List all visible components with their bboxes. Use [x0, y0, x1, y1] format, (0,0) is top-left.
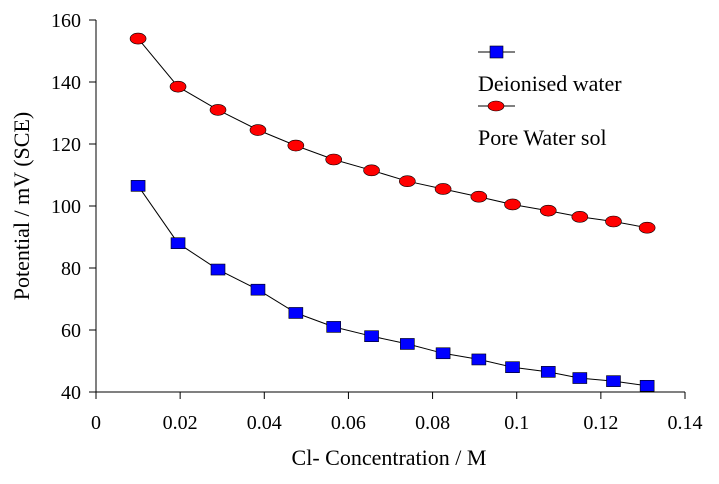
- axis-ticks: 0 0.02 0.04 0.06 0.08 0.1 0.12 0.14 40 60 80 100 120…: [51, 10, 703, 434]
- data-point-deionised-water: [364, 330, 379, 343]
- series-deionised-water: [130, 180, 655, 392]
- x-tick-label: 0.1: [504, 412, 529, 434]
- data-point-deionised-water: [505, 361, 520, 374]
- x-tick-label: 0.06: [331, 412, 366, 434]
- data-point-deionised-water: [170, 237, 186, 249]
- data-point-pore-water-sol: [325, 153, 343, 166]
- data-point-pore-water-sol: [399, 175, 416, 187]
- data-point-deionised-water: [250, 283, 266, 296]
- data-point-deionised-water: [572, 372, 588, 384]
- x-tick-label: 0.04: [247, 412, 282, 434]
- data-point-deionised-water: [326, 321, 342, 333]
- data-point-deionised-water: [400, 338, 415, 350]
- data-point-deionised-water: [288, 307, 304, 319]
- y-tick-label: 80: [61, 258, 81, 280]
- data-point-pore-water-sol: [504, 198, 521, 211]
- data-point-deionised-water: [540, 366, 556, 378]
- y-axis-title: Potential / mV (SCE): [9, 112, 34, 300]
- data-point-pore-water-sol: [363, 164, 380, 177]
- data-point-deionised-water: [606, 375, 621, 387]
- legend-marker-pore-water: [487, 100, 505, 112]
- data-point-pore-water-sol: [287, 139, 305, 152]
- data-series: [129, 32, 656, 392]
- data-point-deionised-water: [639, 379, 655, 392]
- data-point-pore-water-sol: [571, 211, 589, 223]
- x-tick-label: 0.12: [583, 412, 618, 434]
- x-tick-label: 0.02: [163, 412, 198, 434]
- x-axis-title: Cl- Concentration / M: [292, 445, 487, 470]
- legend: Deionised water Pore Water sol: [478, 45, 622, 150]
- legend-label-pore-water: Pore Water sol: [478, 125, 607, 150]
- data-point-pore-water-sol: [129, 32, 147, 45]
- data-point-pore-water-sol: [434, 183, 452, 195]
- data-point-pore-water-sol: [470, 190, 488, 203]
- data-point-pore-water-sol: [638, 221, 656, 234]
- data-point-pore-water-sol: [605, 215, 622, 228]
- y-tick-label: 100: [51, 196, 81, 218]
- x-tick-label: 0.08: [415, 412, 450, 434]
- legend-label-deionised-water: Deionised water: [478, 71, 622, 96]
- data-point-pore-water-sol: [209, 104, 227, 116]
- series-pore-water-sol: [129, 32, 656, 234]
- y-tick-label: 60: [61, 320, 81, 342]
- y-tick-label: 40: [61, 382, 81, 404]
- y-tick-label: 120: [51, 134, 81, 156]
- data-point-pore-water-sol: [169, 80, 187, 93]
- data-point-deionised-water: [471, 353, 487, 366]
- x-tick-label: 0.14: [668, 412, 703, 434]
- x-tick-label: 0: [91, 412, 101, 434]
- data-point-deionised-water: [130, 180, 146, 192]
- data-point-pore-water-sol: [249, 124, 267, 136]
- y-tick-label: 160: [51, 10, 81, 32]
- data-point-deionised-water: [210, 263, 226, 276]
- data-point-pore-water-sol: [539, 204, 557, 217]
- data-point-deionised-water: [435, 347, 451, 360]
- legend-marker-deionised-water: [489, 45, 504, 59]
- series-line-deionised-water: [137, 185, 648, 387]
- y-tick-label: 140: [51, 72, 81, 94]
